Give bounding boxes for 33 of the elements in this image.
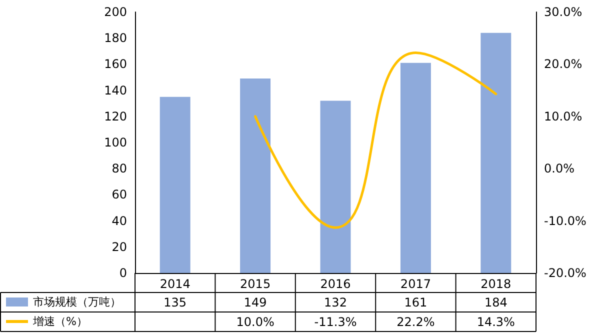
data-label: 14.3%	[476, 314, 515, 329]
data-label: 184	[484, 295, 508, 310]
data-label: 22.2%	[396, 314, 435, 329]
y-tick-label: 120	[104, 109, 127, 124]
data-label: 135	[164, 295, 187, 310]
x-tick-label: 2017	[400, 277, 431, 291]
data-label: 161	[404, 295, 428, 310]
y-tick-label: 140	[104, 83, 127, 98]
y2-tick-label: -10.0%	[544, 214, 586, 228]
x-tick-label: 2014	[160, 277, 190, 291]
data-label: 10.0%	[236, 314, 274, 329]
data-label: 132	[324, 295, 347, 310]
legend-label: 增速（%）	[32, 315, 88, 328]
x-tick-label: 2015	[240, 277, 271, 291]
y-tick-label: 200	[104, 5, 127, 19]
x-tick-label: 2018	[480, 277, 512, 291]
y-tick-label: 40	[112, 214, 127, 228]
y2-tick-label: 20.0%	[544, 57, 582, 72]
y2-tick-label: -20.0%	[544, 266, 586, 280]
y-tick-label: 100	[104, 136, 127, 150]
y-tick-label: 60	[112, 188, 127, 202]
y-tick-label: 20	[112, 240, 127, 254]
legend-label: 市场规模（万吨）	[33, 296, 121, 308]
data-label: -11.3%	[314, 314, 357, 329]
y-tick-label: 80	[112, 162, 127, 176]
data-label: 149	[244, 295, 267, 310]
y-tick-label: 0	[119, 266, 127, 280]
y-tick-label: 160	[104, 57, 127, 72]
x-tick-label: 2016	[320, 277, 351, 291]
y-tick-label: 180	[104, 31, 127, 46]
y2-tick-label: 10.0%	[544, 109, 582, 124]
y2-tick-label: 0.0%	[544, 162, 574, 176]
y2-tick-label: 30.0%	[544, 5, 582, 19]
